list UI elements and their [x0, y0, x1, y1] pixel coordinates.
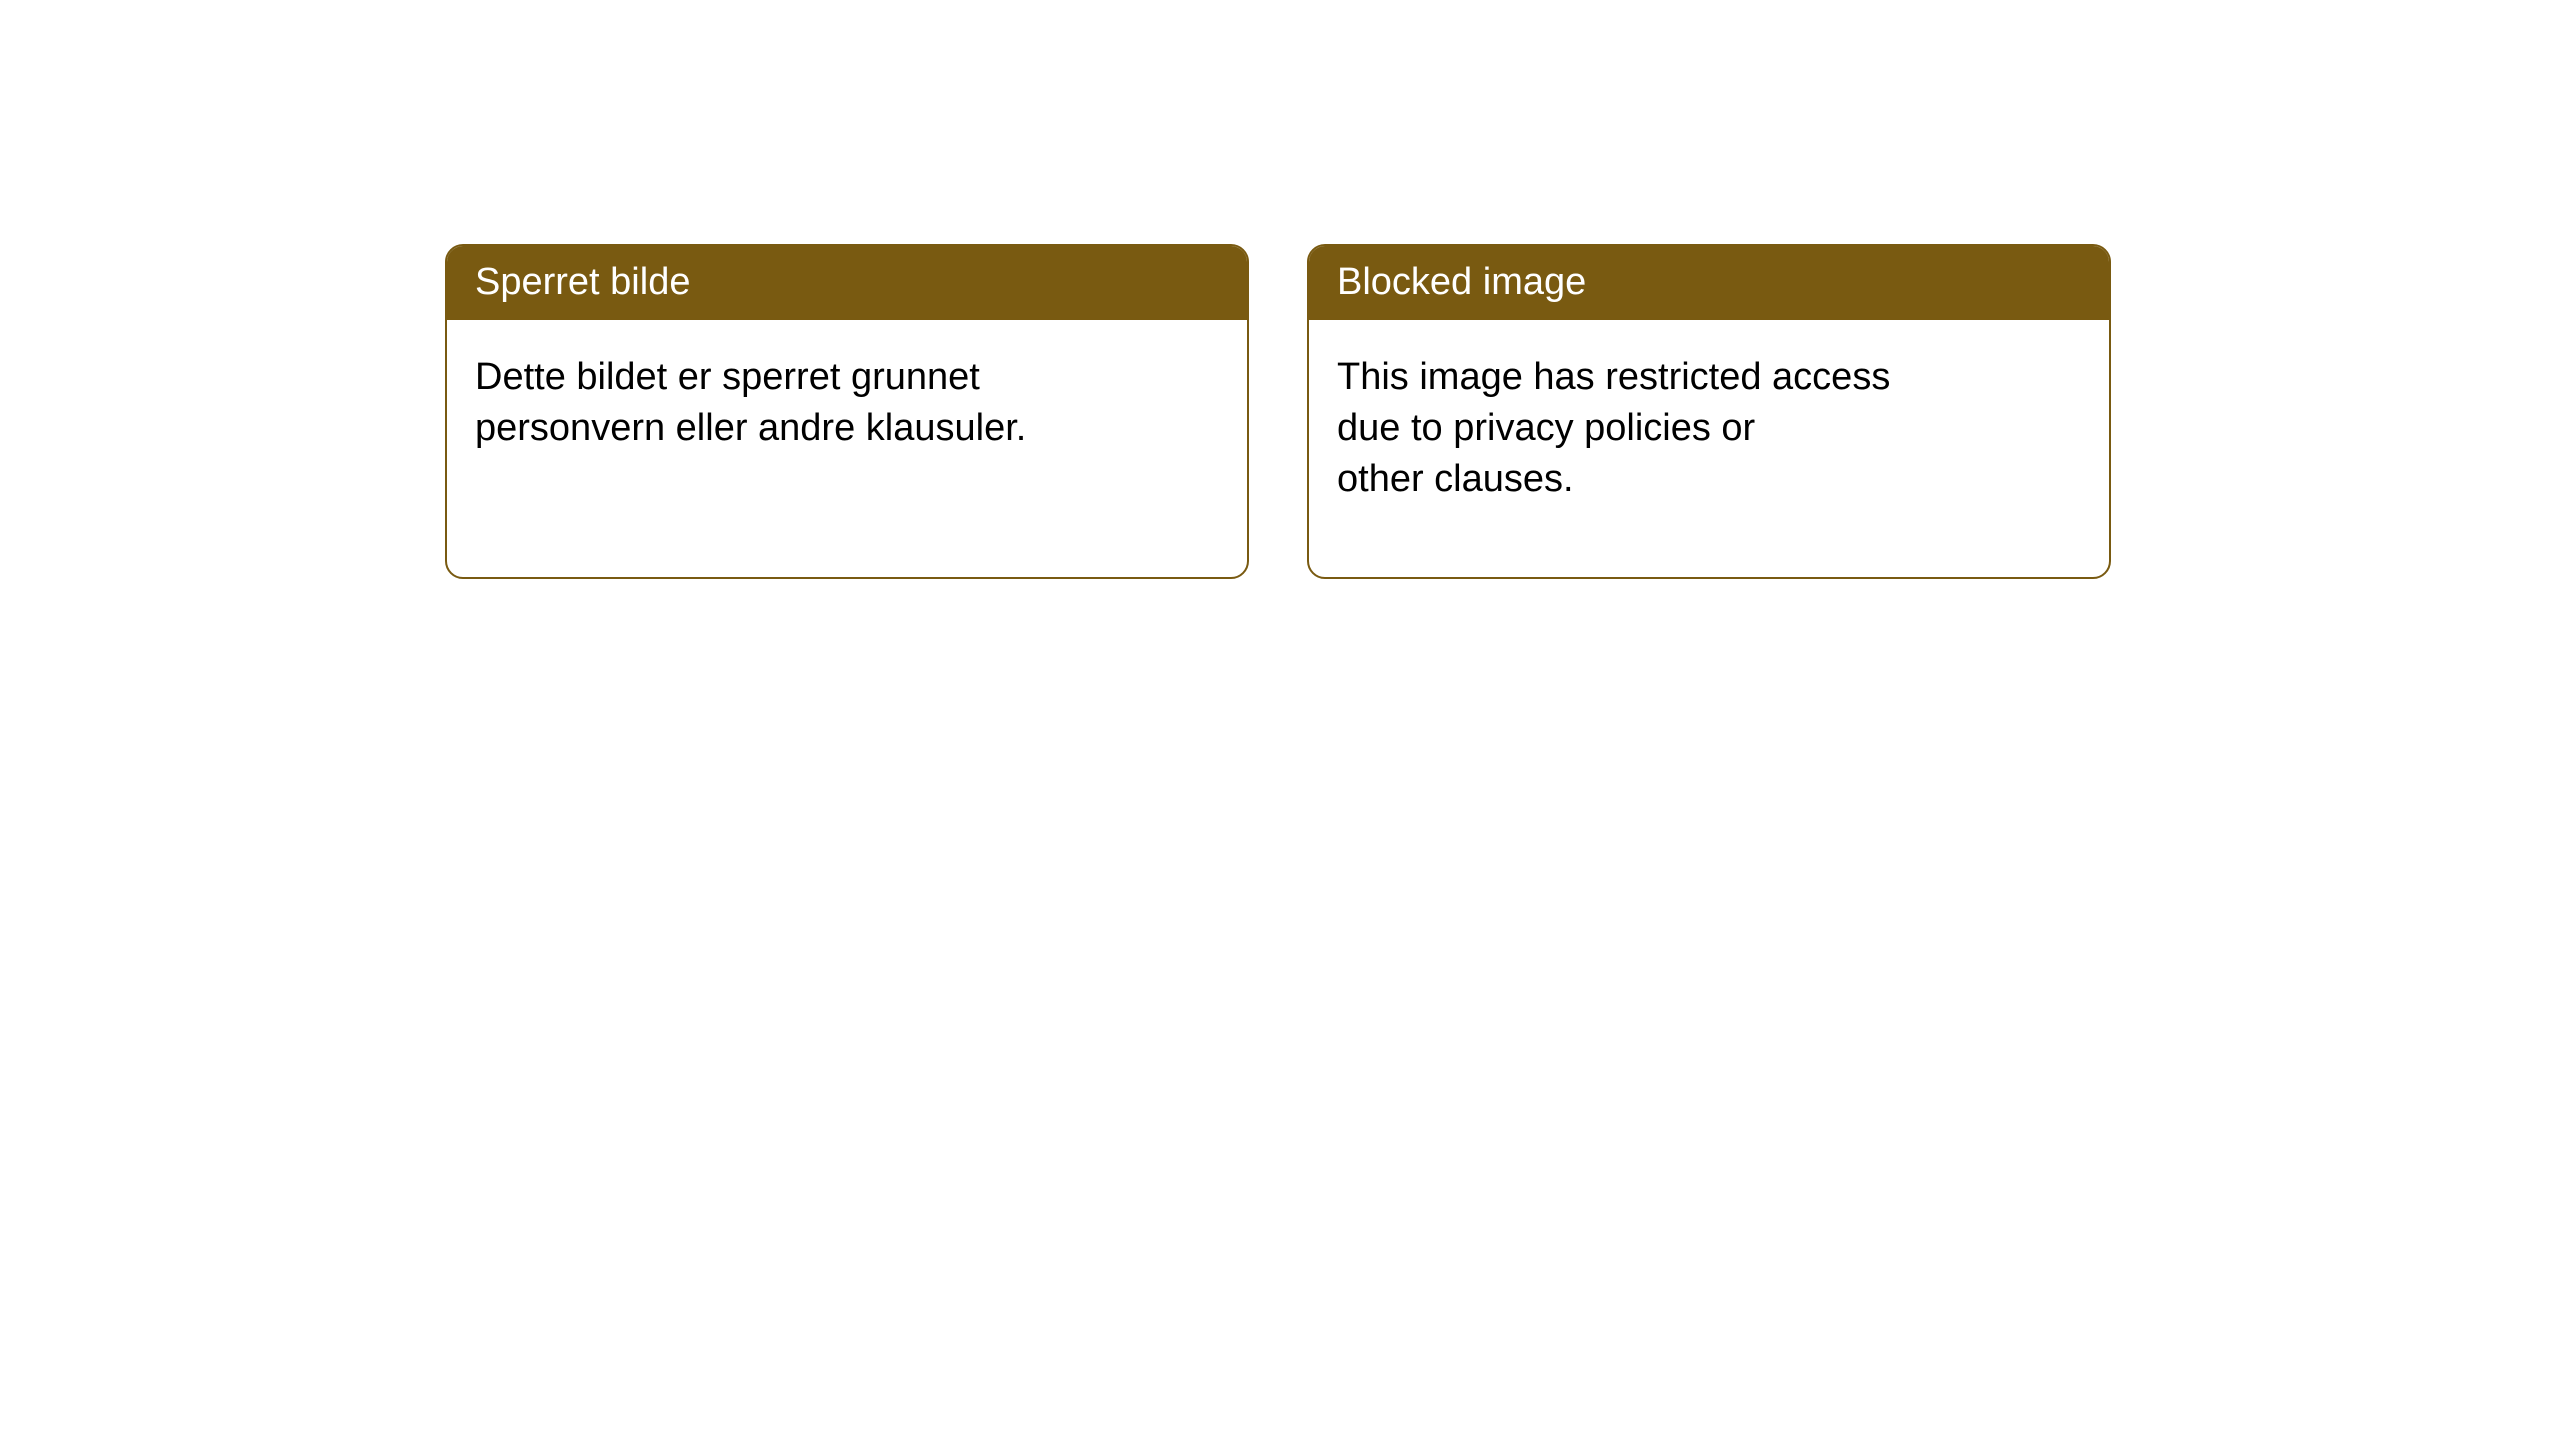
notice-card-english: Blocked image This image has restricted … [1307, 244, 2111, 579]
notice-header: Blocked image [1309, 246, 2109, 320]
notice-header: Sperret bilde [447, 246, 1247, 320]
notice-body: This image has restricted access due to … [1309, 320, 2109, 538]
notice-container: Sperret bilde Dette bildet er sperret gr… [445, 244, 2111, 579]
notice-card-norwegian: Sperret bilde Dette bildet er sperret gr… [445, 244, 1249, 579]
notice-body: Dette bildet er sperret grunnet personve… [447, 320, 1247, 487]
